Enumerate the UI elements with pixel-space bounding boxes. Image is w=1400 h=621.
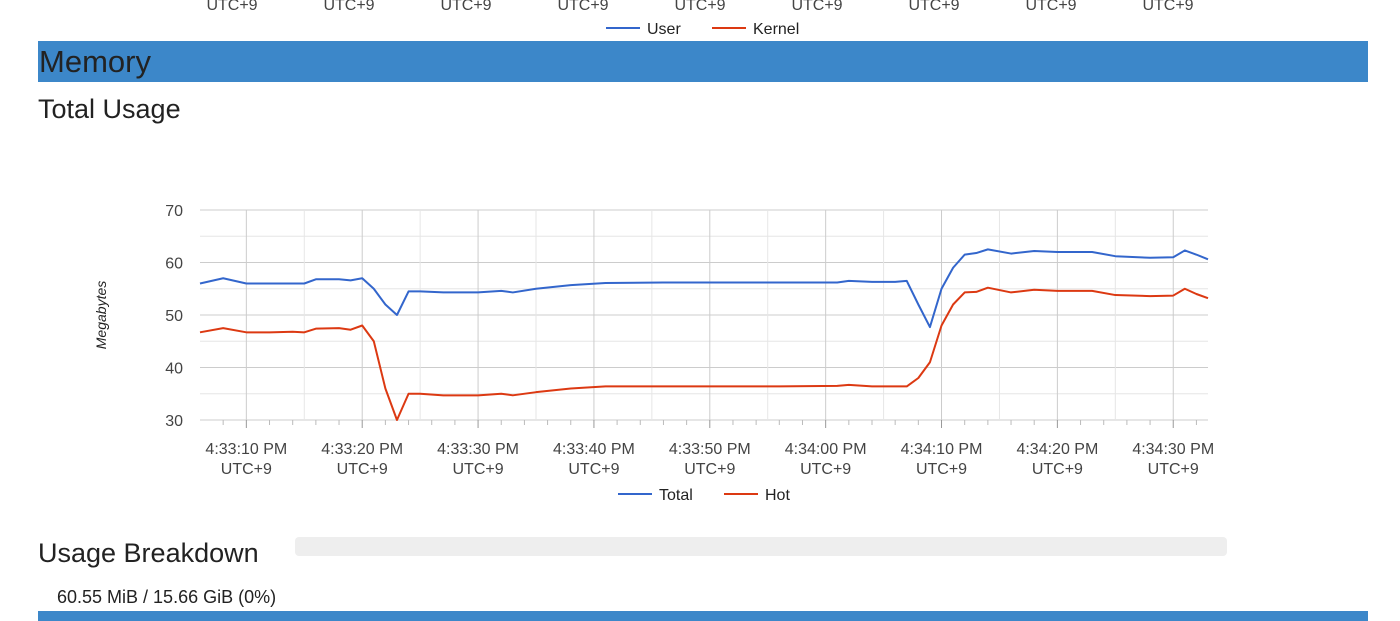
y-axis-label: Megabytes xyxy=(93,281,109,349)
x-tick-label: UTC+9 xyxy=(1025,0,1077,14)
x-tick-label: UTC+9 xyxy=(323,0,375,14)
x-tick-label: 4:33:50 PM UTC+9 xyxy=(668,441,751,478)
usage-breakdown-title: Usage Breakdown xyxy=(38,538,259,568)
x-tick-label: UTC+9 xyxy=(1142,0,1194,14)
x-tick-label: 4:34:00 PM UTC+9 xyxy=(784,441,867,478)
y-tick-label: 40 xyxy=(165,361,183,378)
section-title: Memory xyxy=(39,44,151,79)
x-tick-label: UTC+9 xyxy=(206,0,258,14)
y-tick-label: 50 xyxy=(165,308,183,325)
x-tick-label: UTC+9 xyxy=(557,0,609,14)
x-tick-label: 4:33:30 PM UTC+9 xyxy=(437,441,519,478)
y-tick-label: 70 xyxy=(165,203,183,220)
series-line xyxy=(199,286,1209,421)
x-tick-label: 4:34:30 PM UTC+9 xyxy=(1132,441,1215,478)
usage-progress-bar xyxy=(295,537,1227,556)
x-tick-label: 4:33:40 PM UTC+9 xyxy=(553,441,635,478)
next-section-header xyxy=(38,611,1368,621)
chart-title: Total Usage xyxy=(38,94,181,124)
legend-label: Hot xyxy=(765,487,790,504)
y-tick-label: 30 xyxy=(165,413,183,430)
x-tick-label: 4:34:10 PM UTC+9 xyxy=(900,441,983,478)
series-line xyxy=(199,248,1209,329)
x-tick-label: UTC+9 xyxy=(908,0,960,14)
x-tick-label: 4:33:20 PM UTC+9 xyxy=(321,441,404,478)
legend-label: User xyxy=(647,21,681,38)
x-tick-label: UTC+9 xyxy=(791,0,843,14)
y-tick-label: 60 xyxy=(165,256,183,273)
legend-label: Total xyxy=(659,487,693,504)
section-header: Memory xyxy=(38,41,1368,82)
legend-label: Kernel xyxy=(753,21,799,38)
x-tick-label: 4:33:10 PM UTC+9 xyxy=(205,441,288,478)
x-tick-label: UTC+9 xyxy=(674,0,726,14)
usage-text: 60.55 MiB / 15.66 GiB (0%) xyxy=(57,587,277,607)
x-tick-label: UTC+9 xyxy=(440,0,492,14)
x-tick-label: 4:34:20 PM UTC+9 xyxy=(1016,441,1099,478)
